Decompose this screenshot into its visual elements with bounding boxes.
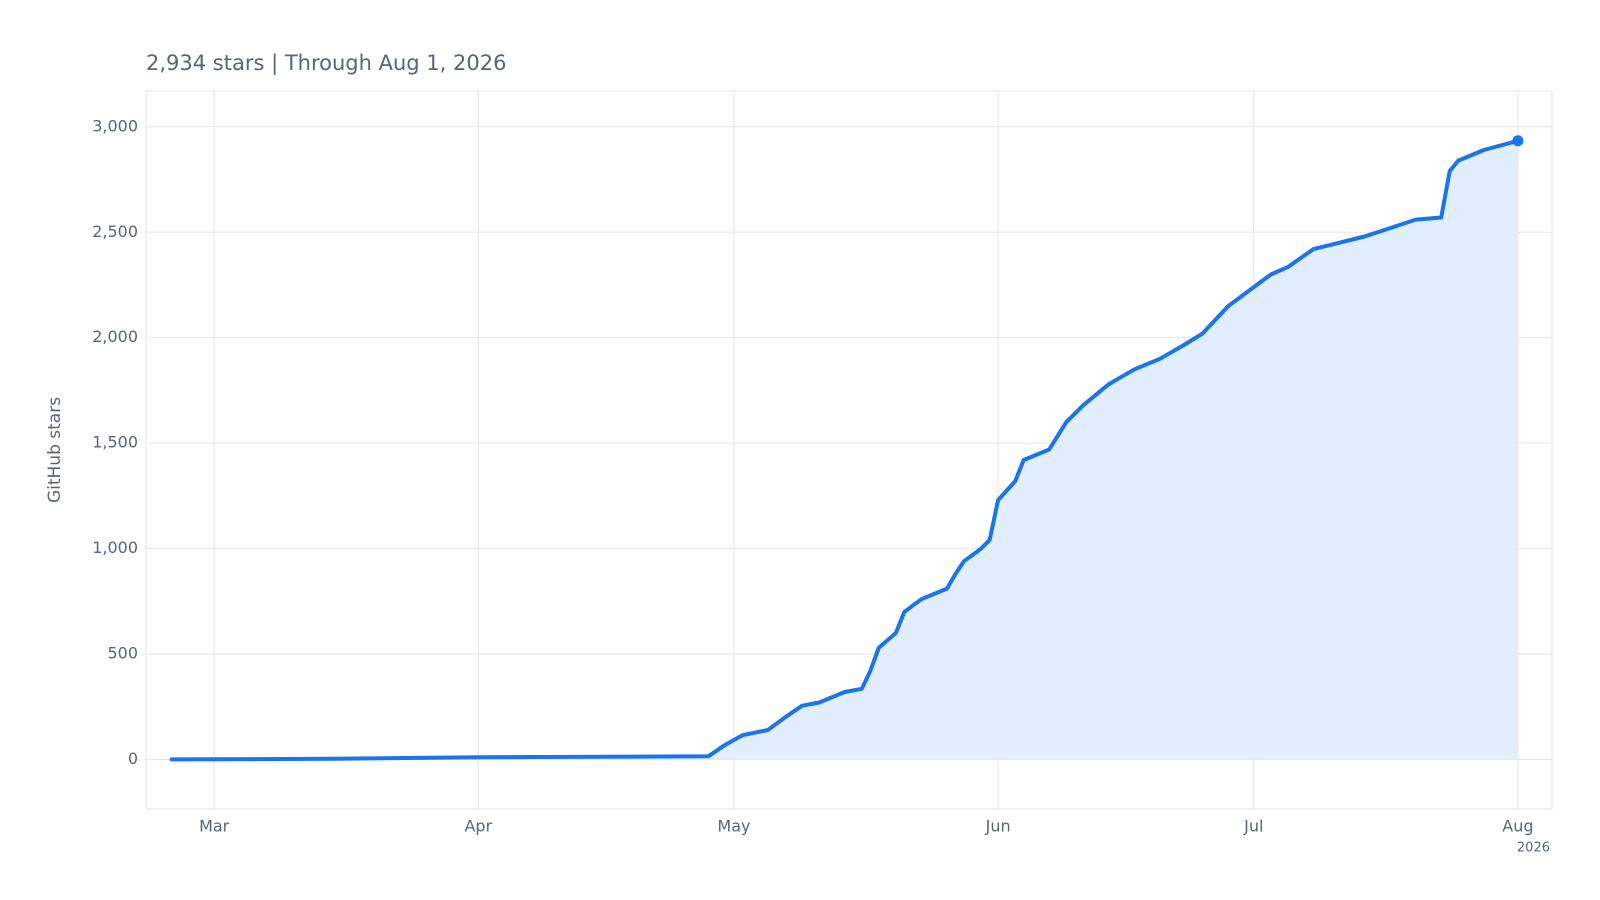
x-tick-label: Jul	[1243, 817, 1263, 836]
x-tick-label: May	[717, 817, 750, 836]
line	[169, 138, 1520, 762]
y-tick-label: 500	[107, 644, 138, 663]
plot-frame	[145, 90, 1553, 810]
y-tick-label: 2,500	[92, 222, 138, 241]
x-tick-label: Aug	[1502, 817, 1533, 836]
x-tick-label: Mar	[199, 817, 230, 836]
y-tick-label: 2,000	[92, 327, 138, 346]
y-tick-label: 1,000	[92, 538, 138, 557]
x-tick-label: Jun	[985, 817, 1011, 836]
end-point	[1512, 135, 1524, 147]
y-tick-label: 0	[128, 749, 138, 768]
area	[171, 140, 1518, 760]
x-tick-label: Apr	[464, 817, 492, 836]
y-tick-label: 3,000	[92, 116, 138, 135]
y-tick-label: 1,500	[92, 433, 138, 452]
y-axis-label: GitHub stars	[45, 397, 65, 503]
chart-title: 2,934 stars | Through Aug 1, 2026	[146, 51, 506, 76]
x-year-label: 2026	[1517, 841, 1550, 856]
